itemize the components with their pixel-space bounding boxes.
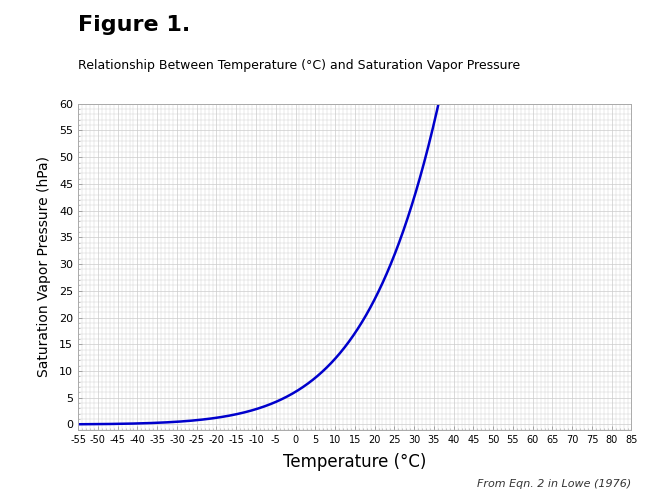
Text: From Eqn. 2 in Lowe (1976): From Eqn. 2 in Lowe (1976)	[477, 479, 631, 489]
Y-axis label: Saturation Vapor Pressure (hPa): Saturation Vapor Pressure (hPa)	[37, 156, 51, 377]
Text: Figure 1.: Figure 1.	[78, 15, 190, 35]
Text: Relationship Between Temperature (°C) and Saturation Vapor Pressure: Relationship Between Temperature (°C) an…	[78, 59, 520, 72]
X-axis label: Temperature (°C): Temperature (°C)	[283, 453, 426, 471]
